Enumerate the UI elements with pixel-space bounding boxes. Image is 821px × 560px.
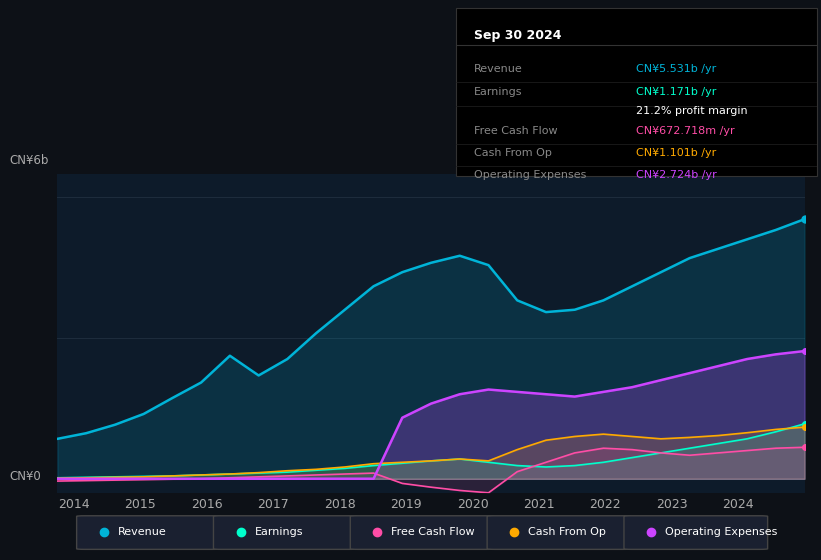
FancyBboxPatch shape [351, 516, 494, 549]
Text: Operating Expenses: Operating Expenses [665, 527, 777, 537]
Text: Free Cash Flow: Free Cash Flow [474, 126, 557, 136]
Text: CN¥6b: CN¥6b [9, 154, 48, 167]
Text: 21.2% profit margin: 21.2% profit margin [636, 106, 748, 116]
Text: Revenue: Revenue [474, 64, 522, 74]
FancyBboxPatch shape [487, 516, 631, 549]
Text: CN¥672.718m /yr: CN¥672.718m /yr [636, 126, 735, 136]
Text: Sep 30 2024: Sep 30 2024 [474, 29, 562, 41]
Text: Earnings: Earnings [255, 527, 303, 537]
Text: Revenue: Revenue [117, 527, 167, 537]
Text: Cash From Op: Cash From Op [528, 527, 606, 537]
Text: CN¥1.171b /yr: CN¥1.171b /yr [636, 87, 717, 97]
Text: Free Cash Flow: Free Cash Flow [392, 527, 475, 537]
Text: Earnings: Earnings [474, 87, 522, 97]
FancyBboxPatch shape [76, 516, 220, 549]
FancyBboxPatch shape [213, 516, 357, 549]
Text: CN¥5.531b /yr: CN¥5.531b /yr [636, 64, 717, 74]
FancyBboxPatch shape [624, 516, 768, 549]
Text: Cash From Op: Cash From Op [474, 148, 552, 158]
Text: CN¥1.101b /yr: CN¥1.101b /yr [636, 148, 717, 158]
FancyBboxPatch shape [456, 8, 817, 176]
Text: CN¥0: CN¥0 [9, 470, 41, 483]
Text: Operating Expenses: Operating Expenses [474, 170, 586, 180]
Text: CN¥2.724b /yr: CN¥2.724b /yr [636, 170, 717, 180]
